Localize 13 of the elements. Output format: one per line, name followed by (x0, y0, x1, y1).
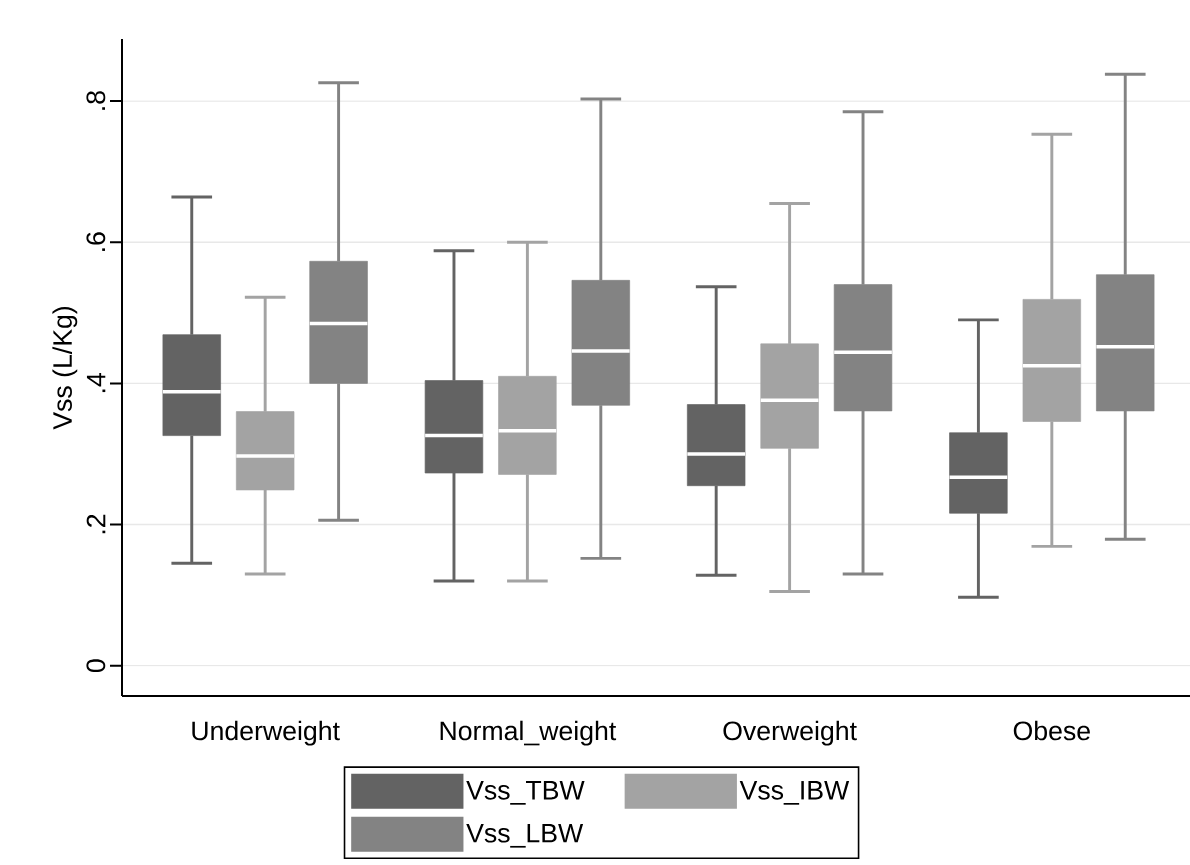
legend-label: Vss_IBW (739, 781, 850, 805)
legend-label: Vss_TBW (466, 781, 585, 805)
y-tick-label: .2 (86, 514, 106, 534)
x-tick-label: Underweight (192, 720, 340, 746)
y-tick-label: .4 (86, 373, 106, 393)
legend-label: Vss_LBW (466, 824, 584, 848)
y-tick-label: .6 (86, 232, 106, 251)
y-tick-label: 0 (86, 659, 106, 673)
y-axis-title: Vss (L/Kg) (52, 306, 78, 430)
x-tick-label: Overweight (723, 720, 857, 746)
x-tick-label: Normal_weight (440, 720, 617, 746)
y-tick-label: .8 (86, 91, 106, 110)
x-tick-label: Obese (1013, 720, 1090, 741)
